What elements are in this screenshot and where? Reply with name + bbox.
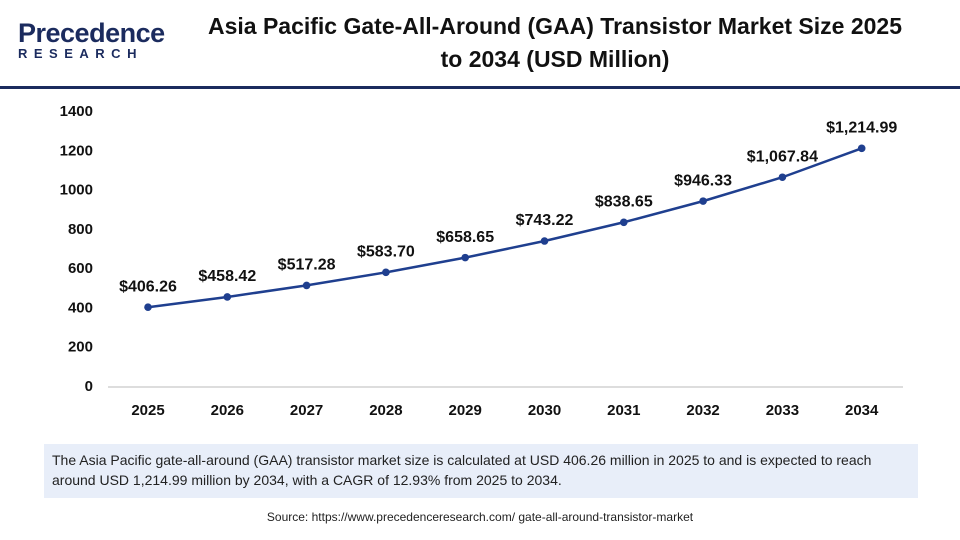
x-tick-label: 2026	[211, 402, 244, 419]
x-tick-label: 2027	[290, 402, 323, 419]
point	[461, 253, 470, 262]
point	[778, 173, 787, 182]
point	[223, 293, 232, 301]
data-label: $946.33	[674, 172, 732, 189]
data-label: $838.65	[595, 193, 653, 210]
y-tick-label: 1400	[60, 103, 93, 120]
point	[699, 197, 707, 205]
y-tick-label: 200	[68, 339, 93, 356]
data-label: $1,067.84	[747, 148, 818, 165]
point	[620, 218, 628, 227]
line	[147, 147, 863, 309]
x-tick-label: 2025	[131, 402, 164, 419]
point	[144, 303, 152, 311]
x-tick-label: 2034	[845, 402, 879, 419]
y-tick-label: 800	[68, 221, 93, 238]
description: The Asia Pacific gate-all-around (GAA) t…	[44, 444, 918, 498]
logo-initial: P	[18, 18, 36, 48]
y-tick-label: 1000	[60, 182, 93, 199]
x-tick-label: 2033	[766, 402, 799, 419]
point	[382, 268, 390, 277]
data-label: $583.70	[357, 244, 415, 261]
data-label: $517.28	[278, 257, 336, 274]
y-tick-label: 0	[85, 378, 93, 395]
x-tick-label: 2031	[607, 402, 640, 419]
point	[857, 144, 866, 153]
y-tick-label: 1200	[60, 142, 93, 159]
data-label: $458.42	[198, 268, 256, 285]
data-label: $658.65	[436, 229, 494, 246]
y-tick-label: 600	[68, 260, 93, 277]
source: Source: https://www.precedenceresearch.c…	[266, 510, 694, 524]
logo-name: recedence	[35, 18, 166, 48]
chart-title: Asia Pacific Gate-All-Around (GAA) Trans…	[207, 13, 903, 72]
chart: 0 200 400 600 800 1000 1200 1400 2025 2026 2027 202…	[60, 103, 903, 419]
y-tick-label: 400	[68, 299, 93, 316]
header-rule	[0, 86, 960, 89]
point	[302, 281, 311, 290]
x-tick-label: 2030	[528, 402, 561, 419]
data-label: $743.22	[516, 212, 574, 229]
logo-tagline: RESEARCH	[18, 46, 143, 61]
data-label: $1,214.99	[826, 120, 897, 137]
x-tick-label: 2032	[686, 402, 719, 419]
data-label: $406.26	[119, 278, 177, 295]
x-tick-label: 2028	[369, 402, 402, 419]
logo: Precedence RESEARCH	[18, 18, 165, 61]
point	[540, 237, 549, 245]
x-tick-label: 2029	[449, 402, 482, 419]
